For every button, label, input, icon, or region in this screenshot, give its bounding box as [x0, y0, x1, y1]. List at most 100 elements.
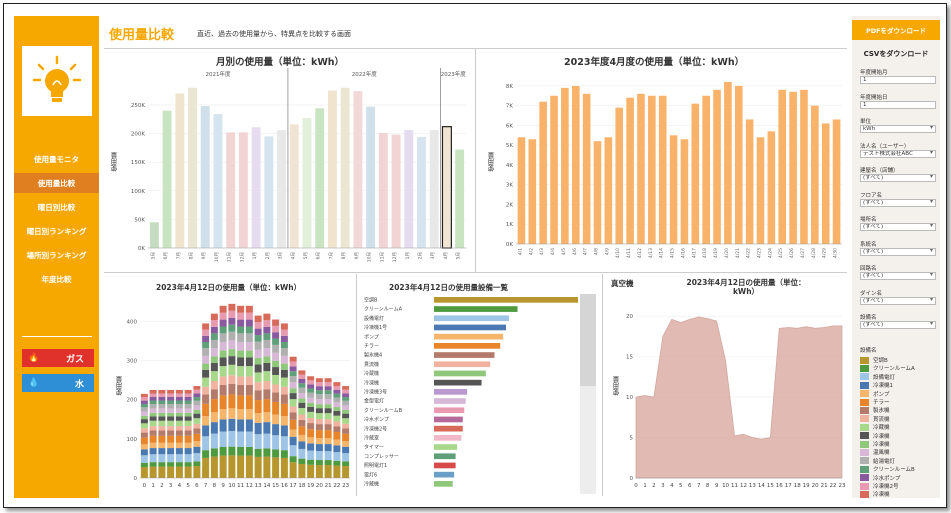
filter-select[interactable]: (すべて)	[860, 223, 936, 231]
stacked-segment	[193, 453, 201, 462]
monthly-bar	[289, 124, 299, 248]
daily-bar	[745, 119, 754, 244]
stacked-segment	[254, 448, 262, 457]
nav-item-weekday-ranking[interactable]: 曜日別ランキング	[26, 226, 87, 236]
stacked-segment	[149, 462, 157, 467]
gas-button[interactable]: 🔥 ガス	[22, 349, 94, 367]
stacked-segment	[342, 418, 350, 424]
stacked-segment	[175, 462, 183, 467]
x-tick-label: 2	[160, 483, 164, 489]
x-tick-label: 5月	[303, 252, 309, 259]
stacked-segment	[237, 305, 245, 313]
x-tick-label: 6月	[163, 252, 169, 259]
monthly-bar	[200, 106, 210, 248]
stacked-segment	[210, 448, 218, 457]
csv-download-button[interactable]: CSVをダウンロード	[863, 50, 929, 58]
equipment-bar	[434, 444, 458, 450]
x-tick-label: 1	[151, 483, 155, 489]
x-tick-label: 9	[221, 483, 225, 489]
stacked-segment	[289, 361, 297, 367]
stacked-segment	[342, 466, 350, 478]
monthly-bar	[226, 132, 236, 248]
filter-select[interactable]: kWh	[860, 125, 936, 133]
stacked-segment	[140, 432, 148, 438]
filter-input[interactable]: 1	[860, 76, 936, 84]
equipment-bar	[434, 379, 482, 386]
stacked-segment	[193, 386, 201, 390]
legend-item: 冷凍機	[860, 432, 890, 440]
x-tick-label: 5月	[150, 252, 156, 259]
stacked-segment	[167, 400, 175, 405]
stacked-segment	[202, 323, 210, 330]
legend-item: クリーンルームB	[860, 465, 915, 473]
stacked-segment	[280, 329, 288, 336]
stacked-segment	[342, 453, 350, 462]
stacked-segment	[158, 400, 166, 405]
filter-select[interactable]: (すべて)	[860, 174, 936, 182]
legend-swatch	[860, 381, 869, 389]
stacked-segment	[158, 448, 166, 455]
equipment-label: 金型電灯	[364, 398, 384, 405]
stacked-segment	[184, 420, 192, 427]
scrollbar-thumb[interactable]	[580, 294, 596, 386]
nav-item-place-ranking[interactable]: 場所別ランキング	[26, 250, 87, 260]
stacked-segment	[280, 386, 288, 395]
nav-item-compare[interactable]: 使用量比較	[14, 173, 99, 193]
stacked-segment	[315, 382, 323, 387]
stacked-segment	[315, 438, 323, 445]
stacked-segment	[140, 462, 148, 468]
legend-item: 冷水ポンプ	[860, 474, 900, 482]
stacked-segment	[245, 431, 253, 448]
x-tick-label: 4/26	[789, 248, 795, 258]
stacked-segment	[307, 450, 315, 460]
stacked-segment	[324, 465, 332, 478]
y-tick-label: 0K	[506, 242, 513, 248]
stacked-segment	[167, 430, 175, 436]
water-button[interactable]: 💧 水	[22, 374, 94, 392]
year-group-label: 2021年度	[205, 70, 230, 78]
filter-select[interactable]: (すべて)	[860, 321, 936, 329]
stacked-segment	[298, 414, 306, 420]
stacked-segment	[228, 340, 236, 350]
nav-item-weekday[interactable]: 曜日別比較	[37, 202, 76, 212]
pdf-download-button[interactable]: PDFをダウンロード	[852, 20, 940, 40]
stacked-segment	[184, 408, 192, 413]
filter-select[interactable]: (すべて)	[860, 272, 936, 280]
stacked-segment	[149, 397, 157, 401]
stacked-segment	[280, 450, 288, 458]
filter-label: 単位	[860, 119, 872, 125]
stacked-segment	[298, 419, 306, 427]
x-tick-label: 11	[731, 483, 738, 489]
stacked-segment	[307, 376, 315, 381]
x-tick-label: 0	[634, 483, 638, 489]
stacked-segment	[263, 362, 271, 372]
nav-item-year-compare[interactable]: 年度比較	[41, 274, 72, 284]
filter-select[interactable]: (すべて)	[860, 247, 936, 256]
legend-label: 貫流機	[873, 416, 890, 423]
filter-select[interactable]: (すべて)	[860, 296, 936, 305]
stacked-segment	[298, 379, 306, 384]
stacked-segment	[175, 408, 183, 413]
equipment-bar	[434, 462, 456, 469]
stacked-segment	[228, 446, 236, 456]
stacked-segment	[254, 372, 262, 383]
monthly-bar	[213, 114, 223, 248]
stacked-segment	[202, 457, 210, 478]
stacked-segment	[228, 349, 236, 357]
x-tick-label: 4/4	[550, 248, 556, 255]
filter-input[interactable]: 1	[860, 100, 936, 109]
filter-select[interactable]: テスト株式会社ABC	[860, 149, 936, 158]
stacked-segment	[324, 444, 332, 452]
filter-select[interactable]: (すべて)	[860, 198, 936, 207]
stacked-segment	[272, 367, 280, 375]
legend-item: 設備電灯	[860, 373, 895, 381]
x-tick-label: 1月	[252, 252, 258, 259]
gas-label: ガス	[65, 354, 84, 365]
stacked-segment	[149, 466, 157, 478]
stacked-segment	[193, 461, 201, 467]
stacked-segment	[228, 317, 236, 325]
stacked-segment	[237, 447, 245, 456]
stacked-segment	[228, 383, 236, 395]
stacked-segment	[315, 465, 323, 478]
nav-item-monitor[interactable]: 使用量モニタ	[34, 154, 79, 164]
